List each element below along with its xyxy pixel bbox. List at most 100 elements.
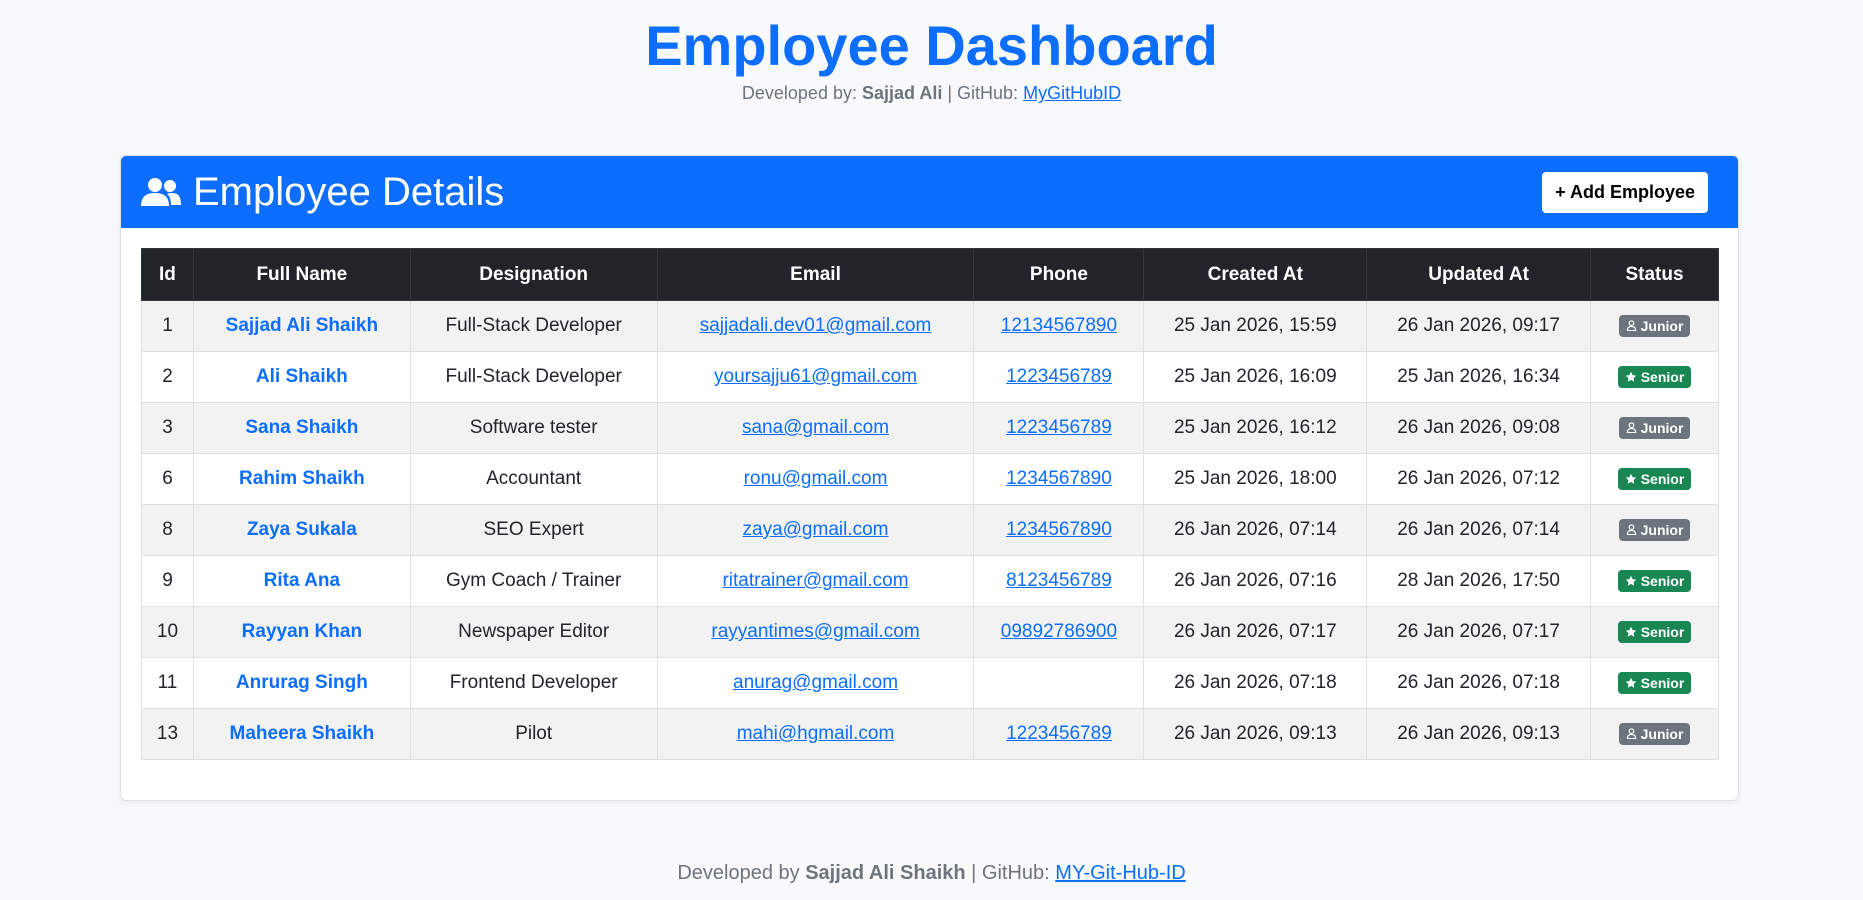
cell-email: yoursajju61@gmail.com (656, 351, 975, 403)
table-row: 8 Zaya Sukala SEO Expert zaya@gmail.com 1234… (141, 504, 1719, 556)
status-badge: Senior (1617, 620, 1692, 643)
email-link[interactable]: ronu@gmail.com (743, 468, 888, 489)
cell-email: sana@gmail.com (656, 402, 975, 454)
phone-link[interactable]: 1234567890 (1006, 468, 1112, 489)
cell-updated-at: 26 Jan 2026, 07:17 (1366, 606, 1591, 658)
email-link[interactable]: rayyantimes@gmail.com (711, 621, 920, 642)
column-header-designation: Designation (409, 248, 658, 301)
cell-status: Senior (1590, 453, 1719, 505)
cell-created-at: 25 Jan 2026, 16:12 (1143, 402, 1368, 454)
phone-link[interactable]: 09892786900 (1000, 621, 1118, 642)
column-header-updated-at: Updated At (1366, 248, 1591, 301)
cell-created-at: 25 Jan 2026, 16:09 (1143, 351, 1368, 403)
developer-credit: Developed by: Sajjad Ali | GitHub: MyGit… (0, 83, 1863, 104)
cell-full-name: Rita Ana (192, 555, 411, 607)
cell-designation: Newspaper Editor (409, 606, 658, 658)
email-link[interactable]: sajjadali.dev01@gmail.com (699, 315, 932, 336)
star-icon (1625, 626, 1636, 637)
cell-phone: 8123456789 (973, 555, 1145, 607)
page-title: Employee Dashboard (645, 14, 1218, 77)
cell-email: ronu@gmail.com (656, 453, 975, 505)
person-icon (1626, 728, 1636, 740)
table-row: 10 Rayyan Khan Newspaper Editor rayyantimes… (141, 606, 1719, 658)
table-row: 9 Rita Ana Gym Coach / Trainer ritatrainer@… (141, 555, 1719, 607)
footer-developer-name: Sajjad Ali Shaikh (805, 862, 966, 884)
phone-link[interactable]: 1223456789 (1006, 723, 1112, 744)
cell-id: 6 (141, 453, 194, 505)
email-link[interactable]: sana@gmail.com (741, 417, 890, 438)
email-link[interactable]: mahi@hgmail.com (736, 723, 895, 744)
person-icon (1626, 320, 1636, 332)
cell-updated-at: 26 Jan 2026, 09:17 (1366, 300, 1591, 352)
phone-link[interactable]: 8123456789 (1006, 570, 1112, 591)
email-link[interactable]: ritatrainer@gmail.com (722, 570, 909, 591)
cell-phone: 1223456789 (973, 708, 1145, 760)
cell-phone: 1234567890 (973, 453, 1145, 505)
employee-card: Employee Details + Add Employee Id Full … (120, 155, 1739, 801)
cell-full-name: Rahim Shaikh (192, 453, 411, 505)
card-header: Employee Details + Add Employee (121, 156, 1738, 228)
email-link[interactable]: anurag@gmail.com (733, 672, 899, 693)
status-badge: Junior (1618, 722, 1691, 745)
cell-full-name: Sana Shaikh (192, 402, 411, 454)
table-row: 2 Ali Shaikh Full-Stack Developer yoursajju… (141, 351, 1719, 403)
cell-designation: SEO Expert (409, 504, 658, 556)
status-badge: Junior (1618, 518, 1691, 541)
cell-full-name: Rayyan Khan (192, 606, 411, 658)
cell-designation: Full-Stack Developer (409, 351, 658, 403)
table-wrapper: Id Full Name Designation Email Phone Cre… (121, 228, 1738, 760)
employee-table: Id Full Name Designation Email Phone Cre… (141, 248, 1719, 760)
cell-updated-at: 26 Jan 2026, 07:18 (1366, 657, 1591, 709)
column-header-created-at: Created At (1143, 248, 1368, 301)
table-body: 1 Sajjad Ali Shaikh Full-Stack Developer sa… (141, 300, 1719, 760)
cell-designation: Accountant (409, 453, 658, 505)
table-header-row: Id Full Name Designation Email Phone Cre… (141, 248, 1719, 301)
phone-link[interactable]: 1234567890 (1006, 519, 1112, 540)
table-row: 11 Anrurag Singh Frontend Developer anurag@… (141, 657, 1719, 709)
cell-designation: Full-Stack Developer (409, 300, 658, 352)
cell-created-at: 26 Jan 2026, 09:13 (1143, 708, 1368, 760)
cell-status: Senior (1590, 606, 1719, 658)
status-badge: Junior (1618, 416, 1691, 439)
cell-created-at: 25 Jan 2026, 18:00 (1143, 453, 1368, 505)
page-footer: Developed by Sajjad Ali Shaikh | GitHub:… (0, 862, 1863, 885)
footer-developed-by-label: Developed by (677, 862, 800, 884)
star-icon (1625, 473, 1636, 484)
cell-created-at: 26 Jan 2026, 07:18 (1143, 657, 1368, 709)
footer-github-link[interactable]: MY-Git-Hub-ID (1055, 862, 1186, 884)
column-header-email: Email (656, 248, 975, 301)
cell-created-at: 26 Jan 2026, 07:16 (1143, 555, 1368, 607)
status-badge: Senior (1617, 467, 1692, 490)
cell-phone: 1223456789 (973, 351, 1145, 403)
cell-status: Junior (1590, 402, 1719, 454)
cell-updated-at: 26 Jan 2026, 07:14 (1366, 504, 1591, 556)
person-icon (1626, 524, 1636, 536)
table-head: Id Full Name Designation Email Phone Cre… (141, 248, 1719, 301)
phone-link[interactable]: 12134567890 (1000, 315, 1118, 336)
users-icon (141, 178, 181, 206)
email-link[interactable]: zaya@gmail.com (742, 519, 889, 540)
cell-status: Junior (1590, 708, 1719, 760)
phone-link[interactable]: 1223456789 (1006, 366, 1112, 387)
phone-link[interactable]: 1223456789 (1006, 417, 1112, 438)
cell-id: 11 (141, 657, 194, 709)
status-badge-label: Junior (1640, 725, 1684, 742)
cell-email: mahi@hgmail.com (656, 708, 975, 760)
page-header: Employee Dashboard Developed by: Sajjad … (0, 0, 1863, 104)
add-employee-button[interactable]: + Add Employee (1542, 171, 1708, 213)
cell-designation: Frontend Developer (409, 657, 658, 709)
status-badge-label: Senior (1640, 368, 1685, 385)
github-label: | GitHub: (947, 83, 1019, 104)
status-badge-label: Junior (1640, 317, 1684, 334)
status-badge: Senior (1617, 671, 1692, 694)
email-link[interactable]: yoursajju61@gmail.com (714, 366, 918, 387)
github-link[interactable]: MyGitHubID (1023, 83, 1122, 104)
table-row: 6 Rahim Shaikh Accountant ronu@gmail.com 123… (141, 453, 1719, 505)
cell-id: 13 (141, 708, 194, 760)
column-header-phone: Phone (973, 248, 1145, 301)
cell-status: Senior (1590, 657, 1719, 709)
cell-designation: Software tester (409, 402, 658, 454)
cell-created-at: 26 Jan 2026, 07:14 (1143, 504, 1368, 556)
cell-email: rayyantimes@gmail.com (656, 606, 975, 658)
table-row: 13 Maheera Shaikh Pilot mahi@hgmail.com 1223… (141, 708, 1719, 760)
